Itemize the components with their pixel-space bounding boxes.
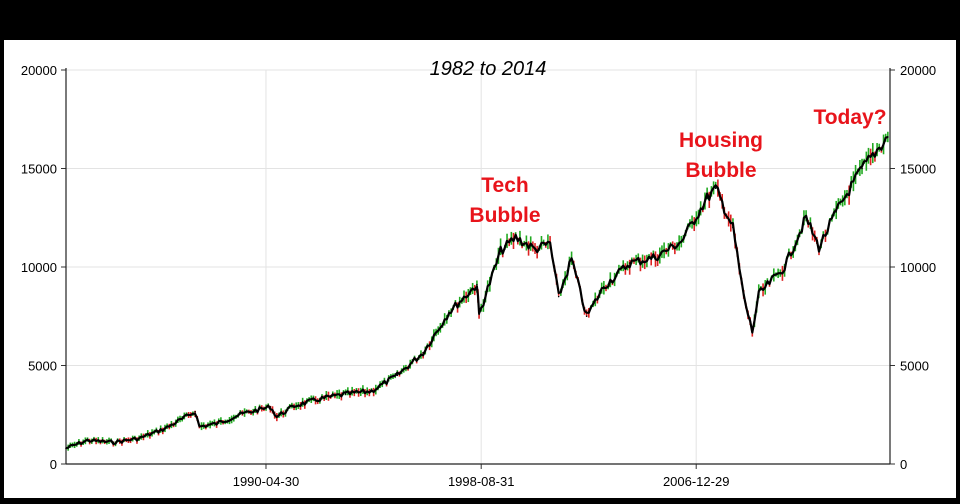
- data-point: [783, 266, 786, 268]
- data-point: [164, 427, 166, 430]
- data-point: [344, 393, 347, 395]
- data-point: [86, 439, 89, 442]
- x-tick-label: 1998-08-31: [448, 474, 515, 489]
- data-point: [732, 226, 734, 229]
- data-point: [557, 295, 560, 298]
- data-point: [534, 248, 536, 251]
- data-point: [241, 412, 244, 415]
- price-line: [65, 135, 889, 450]
- data-point: [499, 250, 502, 253]
- y-tick-label-left: 5000: [28, 359, 57, 374]
- data-point: [65, 447, 67, 450]
- data-point: [422, 351, 424, 354]
- data-point: [276, 415, 278, 418]
- data-point: [514, 236, 517, 239]
- data-point: [370, 390, 373, 392]
- data-point: [293, 405, 295, 407]
- data-point: [603, 285, 605, 288]
- data-point: [585, 315, 588, 318]
- y-tick-label-right: 10000: [900, 260, 936, 275]
- annotation-tech-line1: Tech: [481, 174, 529, 197]
- data-point: [751, 331, 754, 333]
- chart-title: Dow Jones Industrial Average: [281, 23, 679, 40]
- y-tick-label-right: 20000: [900, 63, 936, 78]
- annotation-housing-bubble: Housing Bubble: [661, 126, 781, 186]
- data-point: [198, 425, 201, 428]
- y-tick-label-left: 20000: [21, 63, 57, 78]
- annotation-today-line1: Today?: [813, 106, 887, 129]
- x-tick-label: 2006-12-29: [663, 474, 730, 489]
- data-point: [215, 422, 218, 425]
- data-point: [654, 256, 657, 258]
- data-point: [757, 293, 760, 296]
- data-point: [805, 216, 807, 219]
- y-tick-label-left: 10000: [21, 260, 57, 275]
- data-point: [818, 246, 820, 249]
- data-point: [887, 136, 889, 138]
- y-tick-label-left: 15000: [21, 162, 57, 177]
- y-tick-label-right: 15000: [900, 162, 936, 177]
- data-point: [112, 441, 115, 444]
- data-point: [478, 313, 480, 316]
- plot-panel: [4, 40, 956, 498]
- data-point: [835, 211, 838, 213]
- chart-subtitle: 1982 to 2014: [429, 58, 547, 80]
- data-point: [194, 410, 196, 413]
- data-point: [138, 437, 140, 440]
- annotation-today: Today?: [800, 103, 900, 133]
- data-point: [742, 295, 745, 298]
- data-point: [861, 167, 863, 170]
- y-tick-label-right: 5000: [900, 359, 929, 374]
- data-point: [448, 311, 450, 314]
- data-point: [269, 406, 272, 408]
- data-point: [714, 187, 717, 189]
- data-point: [706, 197, 708, 199]
- data-point: [680, 240, 683, 243]
- data-point: [549, 242, 551, 245]
- annotation-tech-bubble: Tech Bubble: [455, 171, 555, 231]
- data-point: [396, 374, 399, 377]
- annotation-housing-line2: Bubble: [685, 159, 757, 182]
- x-tick-label: 1990-04-30: [233, 474, 300, 489]
- data-point: [476, 283, 478, 286]
- annotation-housing-line1: Housing: [679, 129, 763, 152]
- annotation-tech-line2: Bubble: [469, 204, 541, 227]
- y-tick-label-right: 0: [900, 457, 907, 472]
- data-point: [570, 258, 573, 260]
- y-tick-label-left: 0: [50, 457, 57, 472]
- data-point: [319, 398, 321, 400]
- data-point: [628, 262, 631, 264]
